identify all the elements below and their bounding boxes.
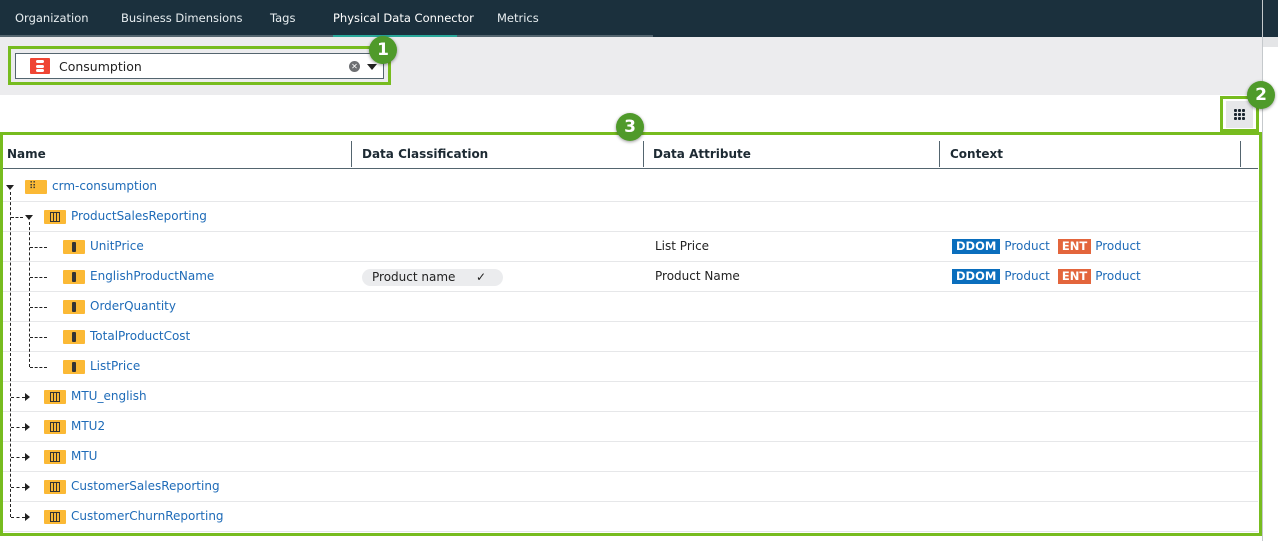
classification-chip[interactable]: Product name ✓ <box>362 269 503 286</box>
tree-guide-line <box>30 247 47 248</box>
data-attribute-value: Product Name <box>655 269 740 283</box>
table-icon <box>44 510 66 524</box>
row-name-link[interactable]: OrderQuantity <box>90 299 176 313</box>
table-icon <box>44 480 66 494</box>
context-tag-ddom: DDOM <box>952 239 1001 254</box>
check-icon: ✓ <box>475 270 486 284</box>
context-link[interactable]: Product <box>1095 239 1141 253</box>
collapse-toggle-icon[interactable] <box>25 453 30 461</box>
tree-guide-line <box>11 427 25 428</box>
tree-guide-line <box>11 397 25 398</box>
column-header-data-classification[interactable]: Data Classification <box>362 147 489 161</box>
scrollbar-edge <box>1262 0 1263 541</box>
tree-guide-line <box>30 307 47 308</box>
database-icon <box>30 58 50 74</box>
table-row[interactable]: UnitPrice List Price DDOM Product ENT Product <box>3 232 1258 262</box>
row-name-link[interactable]: MTU2 <box>71 419 106 433</box>
column-divider[interactable] <box>939 141 940 167</box>
context-tag-ddom: DDOM <box>952 269 1001 284</box>
table-icon <box>44 420 66 434</box>
row-name-link[interactable]: CustomerSalesReporting <box>71 479 220 493</box>
context-tag-ent: ENT <box>1057 239 1092 254</box>
callout-badge-1: 1 <box>369 36 397 64</box>
column-divider[interactable] <box>351 141 352 167</box>
column-icon <box>63 300 85 314</box>
callout-badge-2: 2 <box>1247 81 1275 109</box>
context-cell: DDOM Product ENT Product <box>952 232 1149 262</box>
callout-badge-3: 3 <box>616 113 644 141</box>
table-row[interactable]: ListPrice <box>3 352 1258 382</box>
callout-box-1 <box>8 46 391 85</box>
classification-label: Product name <box>372 270 456 284</box>
expand-toggle-icon[interactable] <box>6 185 14 190</box>
collapse-toggle-icon[interactable] <box>25 423 30 431</box>
table-row[interactable]: MTU_english <box>3 382 1258 412</box>
connector-select[interactable]: Consumption ✕ <box>15 53 384 79</box>
clear-icon[interactable]: ✕ <box>349 61 360 72</box>
tab-business-dimensions[interactable]: Business Dimensions <box>121 11 243 25</box>
tree-guide-line <box>10 192 11 517</box>
chevron-down-icon[interactable] <box>367 64 377 70</box>
column-icon <box>63 360 85 374</box>
collapse-toggle-icon[interactable] <box>25 393 30 401</box>
column-icon <box>63 240 85 254</box>
column-icon <box>63 330 85 344</box>
context-tag-ent: ENT <box>1057 269 1092 284</box>
context-cell: DDOM Product ENT Product <box>952 262 1149 292</box>
column-divider[interactable] <box>1240 141 1241 167</box>
top-nav: Organization Business Dimensions Tags Ph… <box>0 0 1278 47</box>
table-row[interactable]: EnglishProductName Product name ✓ Product N… <box>3 262 1258 292</box>
row-name-link[interactable]: UnitPrice <box>90 239 144 253</box>
table-row[interactable]: OrderQuantity <box>3 292 1258 322</box>
collapse-toggle-icon[interactable] <box>25 483 30 491</box>
table-row[interactable]: MTU2 <box>3 412 1258 442</box>
tree-guide-line <box>30 367 47 368</box>
tree-guide-line <box>30 277 47 278</box>
column-divider[interactable] <box>643 141 644 167</box>
table-icon <box>44 210 66 224</box>
tab-physical-data-connector[interactable]: Physical Data Connector <box>333 0 474 37</box>
row-name-link[interactable]: MTU_english <box>71 389 147 403</box>
tab-tags[interactable]: Tags <box>270 11 296 25</box>
tree-guide-line <box>11 457 25 458</box>
tree-guide-line <box>11 517 25 518</box>
tree-guide-line <box>30 337 47 338</box>
table-row[interactable]: MTU <box>3 442 1258 472</box>
row-name-link[interactable]: EnglishProductName <box>90 269 215 283</box>
row-name-link[interactable]: CustomerChurnReporting <box>71 509 224 523</box>
row-name-link[interactable]: TotalProductCost <box>90 329 191 343</box>
context-link[interactable]: Product <box>1004 269 1050 283</box>
table-row[interactable]: ProductSalesReporting <box>3 202 1258 232</box>
column-icon <box>63 270 85 284</box>
table-header: Name Data Classification Data Attribute … <box>3 140 1258 169</box>
data-attribute-value: List Price <box>655 239 710 253</box>
column-header-data-attribute[interactable]: Data Attribute <box>653 147 751 161</box>
tree-guide-line <box>11 217 23 218</box>
collapse-toggle-icon[interactable] <box>25 513 30 521</box>
callout-box-2 <box>1220 96 1259 132</box>
connector-select-value: Consumption <box>59 59 142 74</box>
tree-guide-line <box>11 487 25 488</box>
table-row[interactable]: CustomerChurnReporting <box>3 502 1258 532</box>
row-name-link[interactable]: crm-consumption <box>52 179 158 193</box>
table-row[interactable]: ⠿ crm-consumption <box>3 172 1258 202</box>
tab-organization[interactable]: Organization <box>15 11 89 25</box>
row-name-link[interactable]: ListPrice <box>90 359 141 373</box>
column-header-name[interactable]: Name <box>7 147 46 161</box>
tab-metrics[interactable]: Metrics <box>497 11 539 25</box>
column-header-context[interactable]: Context <box>950 147 1003 161</box>
table-row[interactable]: TotalProductCost <box>3 322 1258 352</box>
table-icon <box>44 390 66 404</box>
table-icon <box>44 450 66 464</box>
table-row[interactable]: CustomerSalesReporting <box>3 472 1258 502</box>
schema-icon: ⠿ <box>25 180 47 194</box>
context-link[interactable]: Product <box>1004 239 1050 253</box>
tree-guide-line <box>29 222 30 367</box>
column-chooser-button[interactable] <box>1226 101 1253 128</box>
expand-toggle-icon[interactable] <box>25 215 33 220</box>
row-name-link[interactable]: ProductSalesReporting <box>71 209 207 223</box>
context-link[interactable]: Product <box>1095 269 1141 283</box>
row-name-link[interactable]: MTU <box>71 449 98 463</box>
